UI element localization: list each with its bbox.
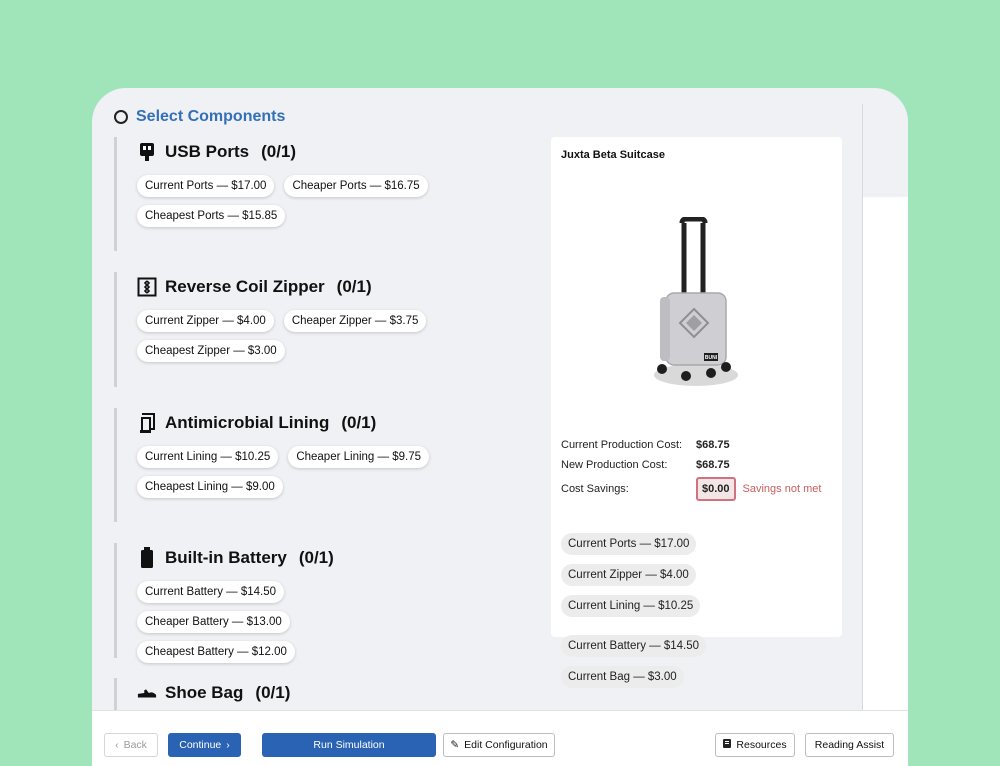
continue-button[interactable]: Continue › [168, 733, 241, 757]
component-header: USB Ports (0/1) [137, 139, 514, 165]
component-usb-ports: USB Ports (0/1) Current Ports — $17.00 C… [114, 137, 514, 251]
current-cost-label: Current Production Cost: [561, 439, 683, 451]
component-lining: Antimicrobial Lining (0/1) Current Linin… [114, 408, 514, 522]
savings-row: Cost Savings: $0.00 Savings not met [561, 477, 821, 501]
option-cheaper-lining[interactable]: Cheaper Lining — $9.75 [288, 446, 429, 468]
component-count: (0/1) [255, 683, 291, 702]
option-cheaper-zipper[interactable]: Cheaper Zipper — $3.75 [283, 310, 427, 332]
footer-toolbar: ‹ Back Continue › Run Simulation ✎ Edit … [92, 710, 908, 766]
option-current-ports[interactable]: Current Ports — $17.00 [137, 175, 275, 197]
option-list: Current Lining — $10.25 Cheaper Lining —… [137, 446, 437, 498]
section-title: Select Components [136, 108, 286, 125]
savings-status: Savings not met [742, 483, 822, 495]
component-shoe-bag: Shoe Bag (0/1) [114, 678, 514, 718]
component-count: (0/1) [341, 413, 377, 432]
component-count: (0/1) [336, 277, 372, 296]
new-cost-label: New Production Cost: [561, 459, 668, 471]
run-simulation-button[interactable]: Run Simulation [262, 733, 436, 757]
option-current-lining[interactable]: Current Lining — $10.25 [137, 446, 279, 468]
chevron-right-icon: › [226, 739, 230, 751]
battery-icon [137, 547, 157, 569]
option-list: Current Zipper — $4.00 Cheaper Zipper — … [137, 310, 437, 362]
section-header: Select Components [114, 108, 285, 126]
option-current-zipper[interactable]: Current Zipper — $4.00 [137, 310, 274, 332]
pencil-icon: ✎ [450, 739, 460, 751]
option-cheapest-zipper[interactable]: Cheapest Zipper — $3.00 [137, 340, 285, 362]
product-title: Juxta Beta Suitcase [561, 149, 665, 161]
option-current-battery[interactable]: Current Battery — $14.50 [137, 581, 285, 603]
component-name: Reverse Coil Zipper [165, 277, 325, 296]
book-icon [723, 739, 732, 751]
chevron-left-icon: ‹ [115, 739, 119, 751]
resources-button[interactable]: Resources [715, 733, 795, 757]
current-cost-row: Current Production Cost: $68.75 [561, 439, 730, 451]
option-cheaper-battery[interactable]: Cheaper Battery — $13.00 [137, 611, 290, 633]
back-label: Back [123, 739, 147, 751]
selected-components: Current Ports — $17.00 Current Zipper — … [561, 533, 836, 688]
component-name: Built-in Battery [165, 548, 287, 567]
back-button[interactable]: ‹ Back [104, 733, 158, 757]
option-cheapest-battery[interactable]: Cheapest Battery — $12.00 [137, 641, 295, 663]
selected-chip: Current Bag — $3.00 [561, 666, 684, 688]
new-cost-row: New Production Cost: $68.75 [561, 459, 730, 471]
edit-configuration-button[interactable]: ✎ Edit Configuration [443, 733, 555, 757]
lining-icon [137, 412, 157, 434]
new-cost-value: $68.75 [696, 459, 730, 471]
component-count: (0/1) [261, 142, 297, 161]
option-cheapest-lining[interactable]: Cheapest Lining — $9.00 [137, 476, 283, 498]
component-name: Shoe Bag [165, 683, 244, 702]
option-list: Current Battery — $14.50 Cheaper Battery… [137, 581, 437, 663]
reading-assist-label: Reading Assist [814, 739, 885, 751]
option-cheaper-ports[interactable]: Cheaper Ports — $16.75 [284, 175, 428, 197]
savings-label: Cost Savings: [561, 483, 629, 495]
selected-chip: Current Ports — $17.00 [561, 533, 697, 555]
component-header: Antimicrobial Lining (0/1) [137, 410, 514, 436]
resources-label: Resources [736, 739, 787, 751]
side-panel [862, 104, 908, 717]
run-label: Run Simulation [313, 739, 385, 751]
side-panel-content [863, 197, 908, 717]
continue-label: Continue [179, 739, 222, 751]
selected-chip: Current Zipper — $4.00 [561, 564, 696, 586]
summary-panel: Juxta Beta Suitcase BUNI Current Product… [551, 137, 842, 688]
suitcase-brand-logo: BUNI [705, 355, 718, 361]
option-cheapest-ports[interactable]: Cheapest Ports — $15.85 [137, 205, 286, 227]
zipper-icon [137, 276, 157, 298]
component-header: Shoe Bag (0/1) [137, 680, 514, 706]
shoe-icon [137, 682, 157, 704]
component-count: (0/1) [298, 548, 334, 567]
usb-icon [137, 141, 157, 163]
step-status-icon [114, 110, 128, 124]
component-header: Built-in Battery (0/1) [137, 545, 514, 571]
component-name: USB Ports [165, 142, 250, 161]
selected-chip: Current Battery — $14.50 [561, 635, 707, 657]
reading-assist-button[interactable]: Reading Assist [805, 733, 894, 757]
current-cost-value: $68.75 [696, 439, 730, 451]
selected-chip: Current Lining — $10.25 [561, 595, 701, 617]
component-battery: Built-in Battery (0/1) Current Battery —… [114, 543, 514, 663]
component-name: Antimicrobial Lining [165, 413, 330, 432]
edit-label: Edit Configuration [464, 739, 548, 751]
savings-value: $0.00 [696, 477, 736, 501]
option-list: Current Ports — $17.00 Cheaper Ports — $… [137, 175, 437, 227]
app-frame: Select Components USB Ports (0/1) Curren… [92, 88, 908, 766]
component-zipper: Reverse Coil Zipper (0/1) Current Zipper… [114, 272, 514, 387]
component-header: Reverse Coil Zipper (0/1) [137, 274, 514, 300]
suitcase-image: BUNI [646, 216, 746, 392]
